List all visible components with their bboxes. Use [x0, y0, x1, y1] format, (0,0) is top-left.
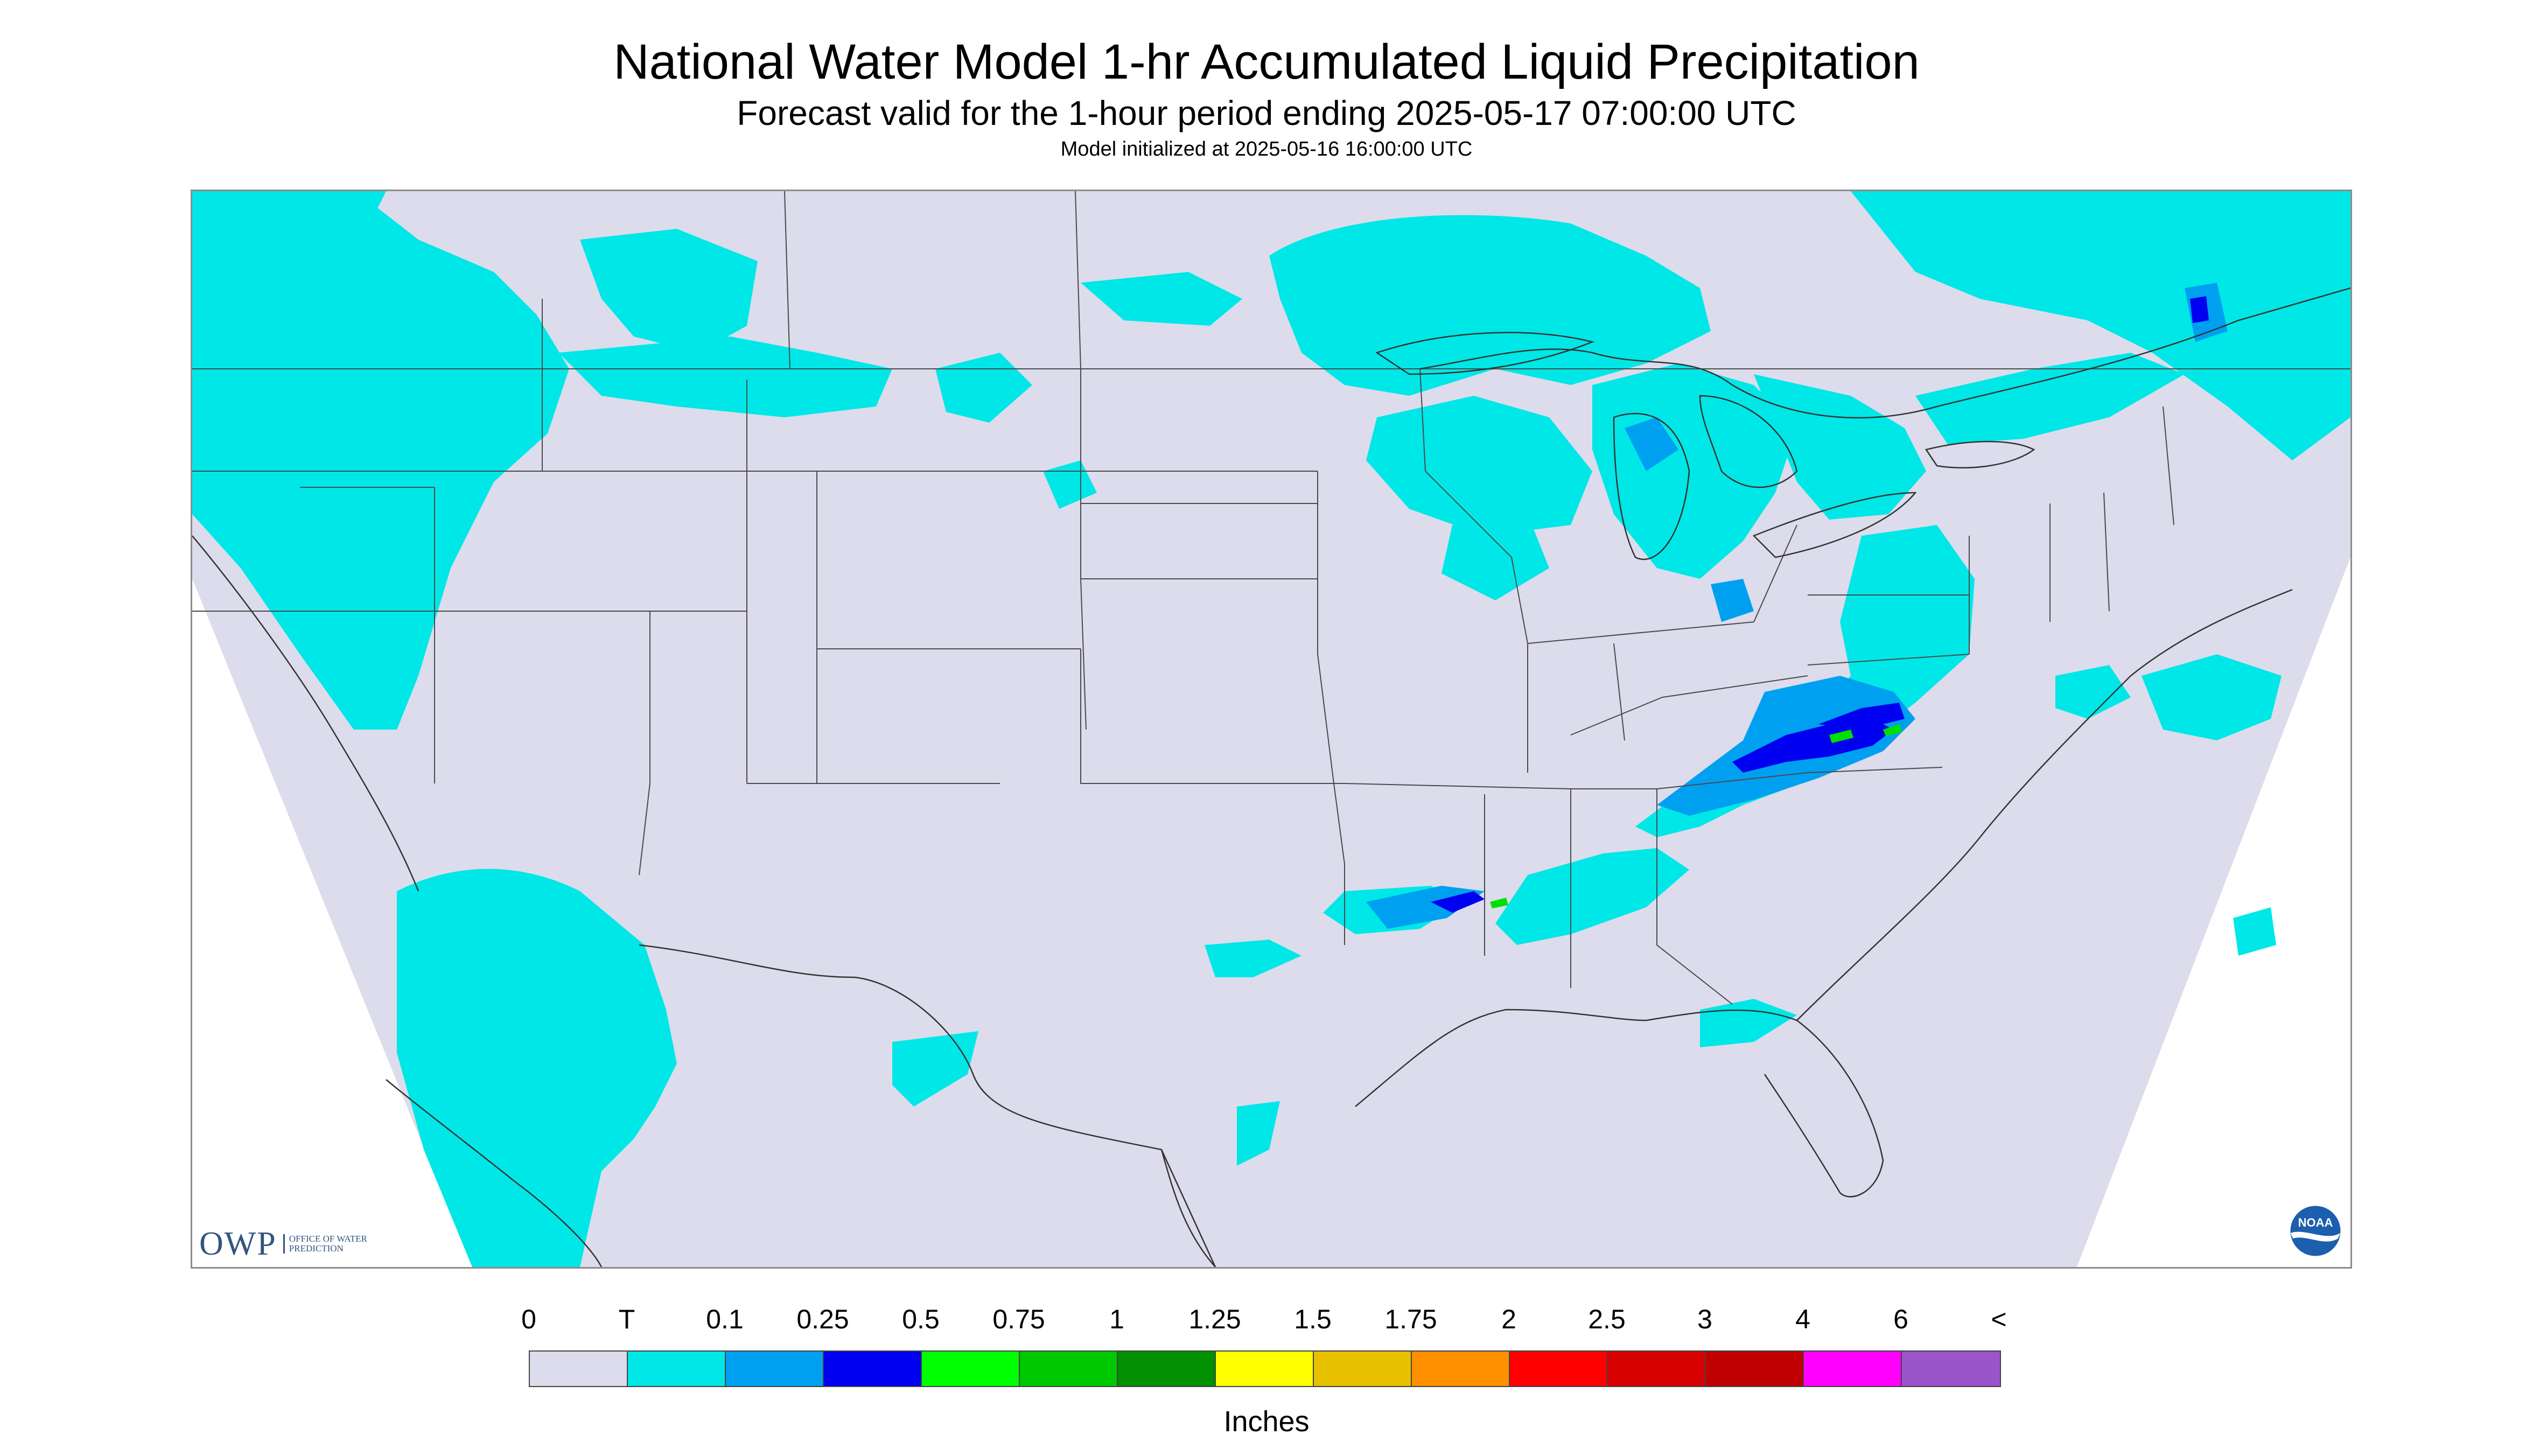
legend-units: Inches [1223, 1405, 1310, 1438]
legend-label: 1.75 [1384, 1304, 1437, 1334]
forecast-valid-subtitle: Forecast valid for the 1-hour period end… [737, 94, 1796, 132]
legend-label: 6 [1893, 1304, 1908, 1334]
legend-label: 0.75 [992, 1304, 1045, 1334]
legend-swatch [1314, 1352, 1412, 1386]
legend-label: 0.25 [796, 1304, 849, 1334]
legend-label: 1.5 [1294, 1304, 1332, 1334]
owp-logo-text: OWP [199, 1225, 277, 1262]
legend-color-bar [529, 1350, 2001, 1387]
legend-label: 0.1 [706, 1304, 744, 1334]
legend-swatch [1412, 1352, 1510, 1386]
legend-swatch [1608, 1352, 1706, 1386]
legend-swatch [1706, 1352, 1804, 1386]
legend-swatch [1902, 1352, 2000, 1386]
coastlines-and-borders [192, 287, 2350, 1267]
precip-trace-areas [192, 191, 2350, 1267]
legend-label: 0.5 [902, 1304, 940, 1334]
precip-moderate-areas [1431, 296, 2209, 913]
legend-label: < [1991, 1304, 2007, 1334]
noaa-logo-text: NOAA [2298, 1216, 2333, 1229]
legend-label: 0 [521, 1304, 536, 1334]
legend-swatch [530, 1352, 628, 1386]
legend-label: 2 [1501, 1304, 1516, 1334]
noaa-logo: NOAA [2289, 1204, 2342, 1258]
legend-swatch [824, 1352, 922, 1386]
precip-heavy-areas [1490, 724, 1902, 908]
map-title: National Water Model 1-hr Accumulated Li… [613, 34, 1920, 89]
legend-swatch [922, 1352, 1020, 1386]
legend-label: 1.25 [1188, 1304, 1241, 1334]
precipitation-map [191, 190, 2352, 1269]
legend-label: 3 [1697, 1304, 1712, 1334]
legend-labels: 0 T 0.1 0.25 0.5 0.75 1 1.25 1.5 1.75 2 2.5 3 4 6 < [0, 1303, 2533, 1335]
map-canvas [192, 191, 2350, 1267]
great-lakes [1375, 332, 2035, 561]
owp-logo-subtext: OFFICE OF WATER PREDICTION [283, 1234, 370, 1254]
legend-label: 1 [1109, 1304, 1124, 1334]
legend-swatch [1020, 1352, 1118, 1386]
legend-swatch [1804, 1352, 1902, 1386]
legend-label: 4 [1795, 1304, 1810, 1334]
legend-label: T [618, 1304, 635, 1334]
legend-swatch [726, 1352, 824, 1386]
owp-logo: OWP OFFICE OF WATER PREDICTION [199, 1225, 370, 1262]
legend-swatch [628, 1352, 726, 1386]
state-boundaries [192, 191, 2350, 1005]
legend-swatch [1118, 1352, 1216, 1386]
model-init-caption: Model initialized at 2025-05-16 16:00:00… [1060, 138, 1473, 160]
legend-label: 2.5 [1588, 1304, 1626, 1334]
legend-swatch [1216, 1352, 1314, 1386]
legend-swatch [1510, 1352, 1608, 1386]
